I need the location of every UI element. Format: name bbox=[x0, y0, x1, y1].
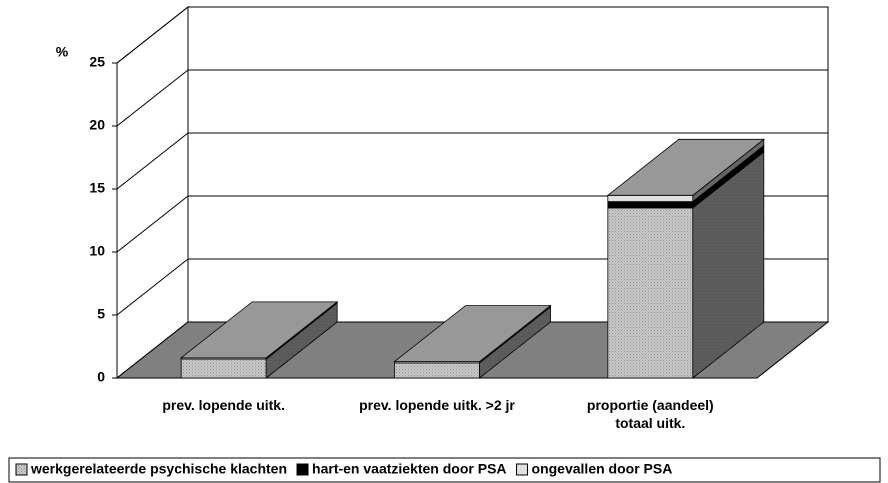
grid-line bbox=[116, 132, 189, 190]
side-wall bbox=[116, 5, 189, 380]
x-tick-label: proportie (aandeel) totaal uitk. bbox=[587, 397, 714, 431]
grid-line bbox=[116, 258, 189, 316]
y-tick-label: 25 bbox=[89, 54, 105, 70]
bar-texture bbox=[181, 359, 267, 378]
legend-swatch bbox=[296, 463, 309, 476]
y-tick-label: 10 bbox=[89, 243, 105, 259]
bar-texture bbox=[479, 306, 551, 378]
bar-top bbox=[180, 301, 339, 359]
bar-front bbox=[607, 201, 694, 209]
y-tick-label: 20 bbox=[89, 117, 105, 133]
x-tick-label: prev. lopende uitk. bbox=[162, 397, 285, 413]
x-tick-label-line: prev. lopende uitk. >2 jr bbox=[359, 397, 515, 413]
bar-texture bbox=[394, 362, 480, 378]
bar-top bbox=[393, 305, 552, 363]
bar-front bbox=[607, 194, 694, 203]
grid-line bbox=[116, 69, 189, 127]
legend-swatch bbox=[516, 463, 529, 476]
bar-texture bbox=[607, 207, 693, 378]
x-tick-label-line: prev. lopende uitk. bbox=[162, 397, 285, 413]
y-axis-label: % bbox=[56, 44, 69, 60]
x-tick-label-line: proportie (aandeel) bbox=[587, 397, 714, 413]
grid-line bbox=[116, 6, 189, 64]
legend-label: hart-en vaatziekten door PSA bbox=[312, 461, 507, 477]
y-tick-label: 0 bbox=[97, 369, 105, 385]
legend-label: werkgerelateerde psychische klachten bbox=[30, 461, 287, 477]
x-tick-label: prev. lopende uitk. >2 jr bbox=[359, 397, 515, 413]
legend-box bbox=[8, 457, 881, 483]
legend-label: ongevallen door PSA bbox=[532, 461, 673, 477]
bar-texture bbox=[692, 151, 764, 378]
y-tick-label: 5 bbox=[97, 306, 105, 322]
x-tick-label-line: totaal uitk. bbox=[615, 415, 685, 431]
bar-texture bbox=[266, 303, 338, 378]
y-tick-label: 15 bbox=[89, 180, 105, 196]
legend-texture bbox=[16, 464, 27, 475]
bar-top bbox=[606, 138, 765, 196]
grid-line bbox=[116, 195, 189, 253]
